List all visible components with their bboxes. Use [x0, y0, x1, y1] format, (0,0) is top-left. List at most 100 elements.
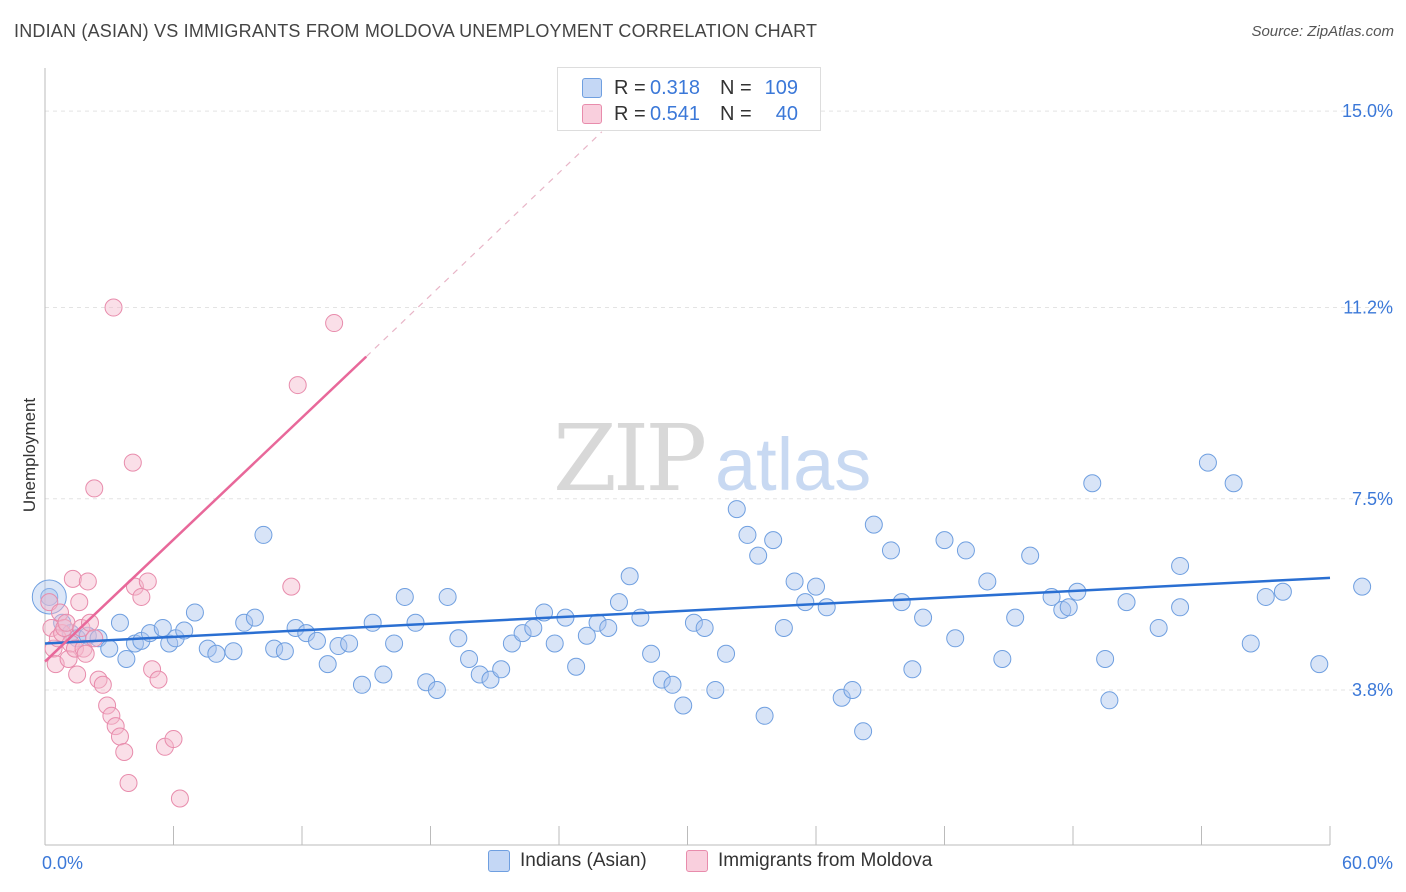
gridlines — [45, 110, 1390, 691]
legend-item-moldova[interactable]: Immigrants from Moldova — [686, 850, 932, 872]
indians-point — [577, 626, 596, 645]
legend-label-indians: Indians (Asian) — [520, 850, 647, 871]
indians-point — [1310, 655, 1329, 674]
legend-item-indians[interactable]: Indians (Asian) — [488, 850, 647, 872]
indians-swatch — [582, 78, 602, 98]
legend-swatch-moldova — [686, 850, 708, 872]
y-axis-label: Unemployment — [20, 397, 39, 513]
indians-point — [352, 675, 371, 694]
indians-point — [807, 577, 825, 596]
indians-point — [318, 655, 337, 674]
indians-point — [903, 660, 922, 679]
indians-point — [706, 680, 725, 699]
indians-point — [755, 706, 774, 725]
moldova-point — [98, 696, 117, 715]
indians-point — [817, 598, 836, 617]
x-tick-label: 0.0% — [42, 853, 83, 873]
indians-point — [764, 531, 783, 550]
indians-point — [642, 644, 661, 663]
moldova-point — [68, 665, 87, 684]
moldova-point — [282, 577, 301, 596]
indians-point — [1117, 593, 1136, 612]
moldova-point — [102, 706, 121, 725]
moldova-point — [110, 727, 129, 746]
legend-label-moldova: Immigrants from Moldova — [718, 850, 933, 871]
indians-point — [599, 618, 618, 637]
moldova-trend-extension — [365, 131, 603, 358]
legend-swatch-indians — [488, 850, 510, 872]
indians-point — [1171, 556, 1190, 575]
source-label: Source: ZipAtlas.com — [1251, 23, 1394, 40]
indians-point — [935, 531, 954, 550]
indians-point — [567, 657, 586, 676]
indians-point — [785, 572, 804, 591]
indians-point-large — [31, 579, 67, 615]
indians-point — [427, 680, 446, 699]
series-moldova-points — [40, 298, 344, 808]
trend-lines — [44, 131, 1331, 663]
indians-point — [727, 500, 746, 519]
indians-point — [198, 639, 217, 658]
indians-point — [40, 587, 59, 606]
indians-point — [914, 608, 933, 627]
moldova-point — [132, 587, 151, 606]
watermark: ZIP atlas — [553, 405, 871, 512]
moldova-point — [85, 479, 104, 498]
r-label: R = — [614, 76, 646, 99]
moldova-point — [70, 593, 89, 612]
indians-point — [978, 572, 997, 591]
indians-point — [363, 613, 382, 632]
indians-point — [286, 618, 305, 637]
indians-point — [854, 722, 873, 741]
indians-point — [738, 525, 757, 544]
indians-point — [881, 541, 900, 560]
indians-point — [620, 567, 639, 586]
indians-point — [609, 593, 628, 612]
indians-point — [717, 644, 736, 663]
indians-point — [956, 541, 975, 560]
stats-box: R = 0.318 N = 109 R = 0.541 N = 40 — [557, 67, 821, 131]
moldova-point — [63, 569, 82, 588]
indians-point — [1021, 546, 1040, 565]
indians-point — [774, 618, 793, 637]
r-value: 0.318 — [650, 76, 701, 99]
indians-point — [329, 637, 348, 656]
indians-point — [674, 696, 693, 715]
indians-point — [100, 639, 119, 658]
indians-point — [1353, 577, 1372, 596]
indians-point — [1224, 474, 1243, 493]
indians-point — [749, 546, 768, 565]
indians-point — [524, 618, 543, 637]
stats-row-moldova: R = 0.541 N = 40 — [582, 101, 798, 127]
indians-point — [406, 613, 425, 632]
indians-point — [652, 670, 671, 689]
indians-point — [1171, 598, 1190, 617]
moldova-point — [119, 773, 138, 792]
indians-point — [117, 649, 136, 668]
moldova-point — [149, 670, 168, 689]
n-label: N = — [720, 102, 752, 125]
indians-point — [545, 634, 564, 653]
n-value: 109 — [764, 76, 798, 99]
stats-row-indians: R = 0.318 N = 109 — [582, 75, 798, 101]
indians-point — [207, 644, 226, 663]
moldova-point — [164, 730, 183, 749]
indians-point — [438, 587, 457, 606]
indians-point — [175, 621, 194, 640]
n-value: 40 — [775, 102, 798, 125]
indians-point — [374, 665, 393, 684]
indians-point — [224, 642, 243, 661]
indians-point — [470, 665, 489, 684]
moldova-point — [78, 572, 97, 591]
indians-point — [245, 608, 264, 627]
r-label: R = — [614, 102, 646, 125]
y-tick-label: 11.2% — [1343, 298, 1393, 318]
indians-point — [1096, 649, 1115, 668]
indians-point — [235, 613, 254, 632]
moldova-point — [104, 298, 123, 317]
tick-labels: 3.8% 7.5% 11.2% 15.0% 0.0% 60.0% — [42, 101, 1393, 873]
indians-point — [449, 629, 468, 648]
indians-point — [663, 675, 682, 694]
watermark-atlas: atlas — [715, 423, 871, 506]
